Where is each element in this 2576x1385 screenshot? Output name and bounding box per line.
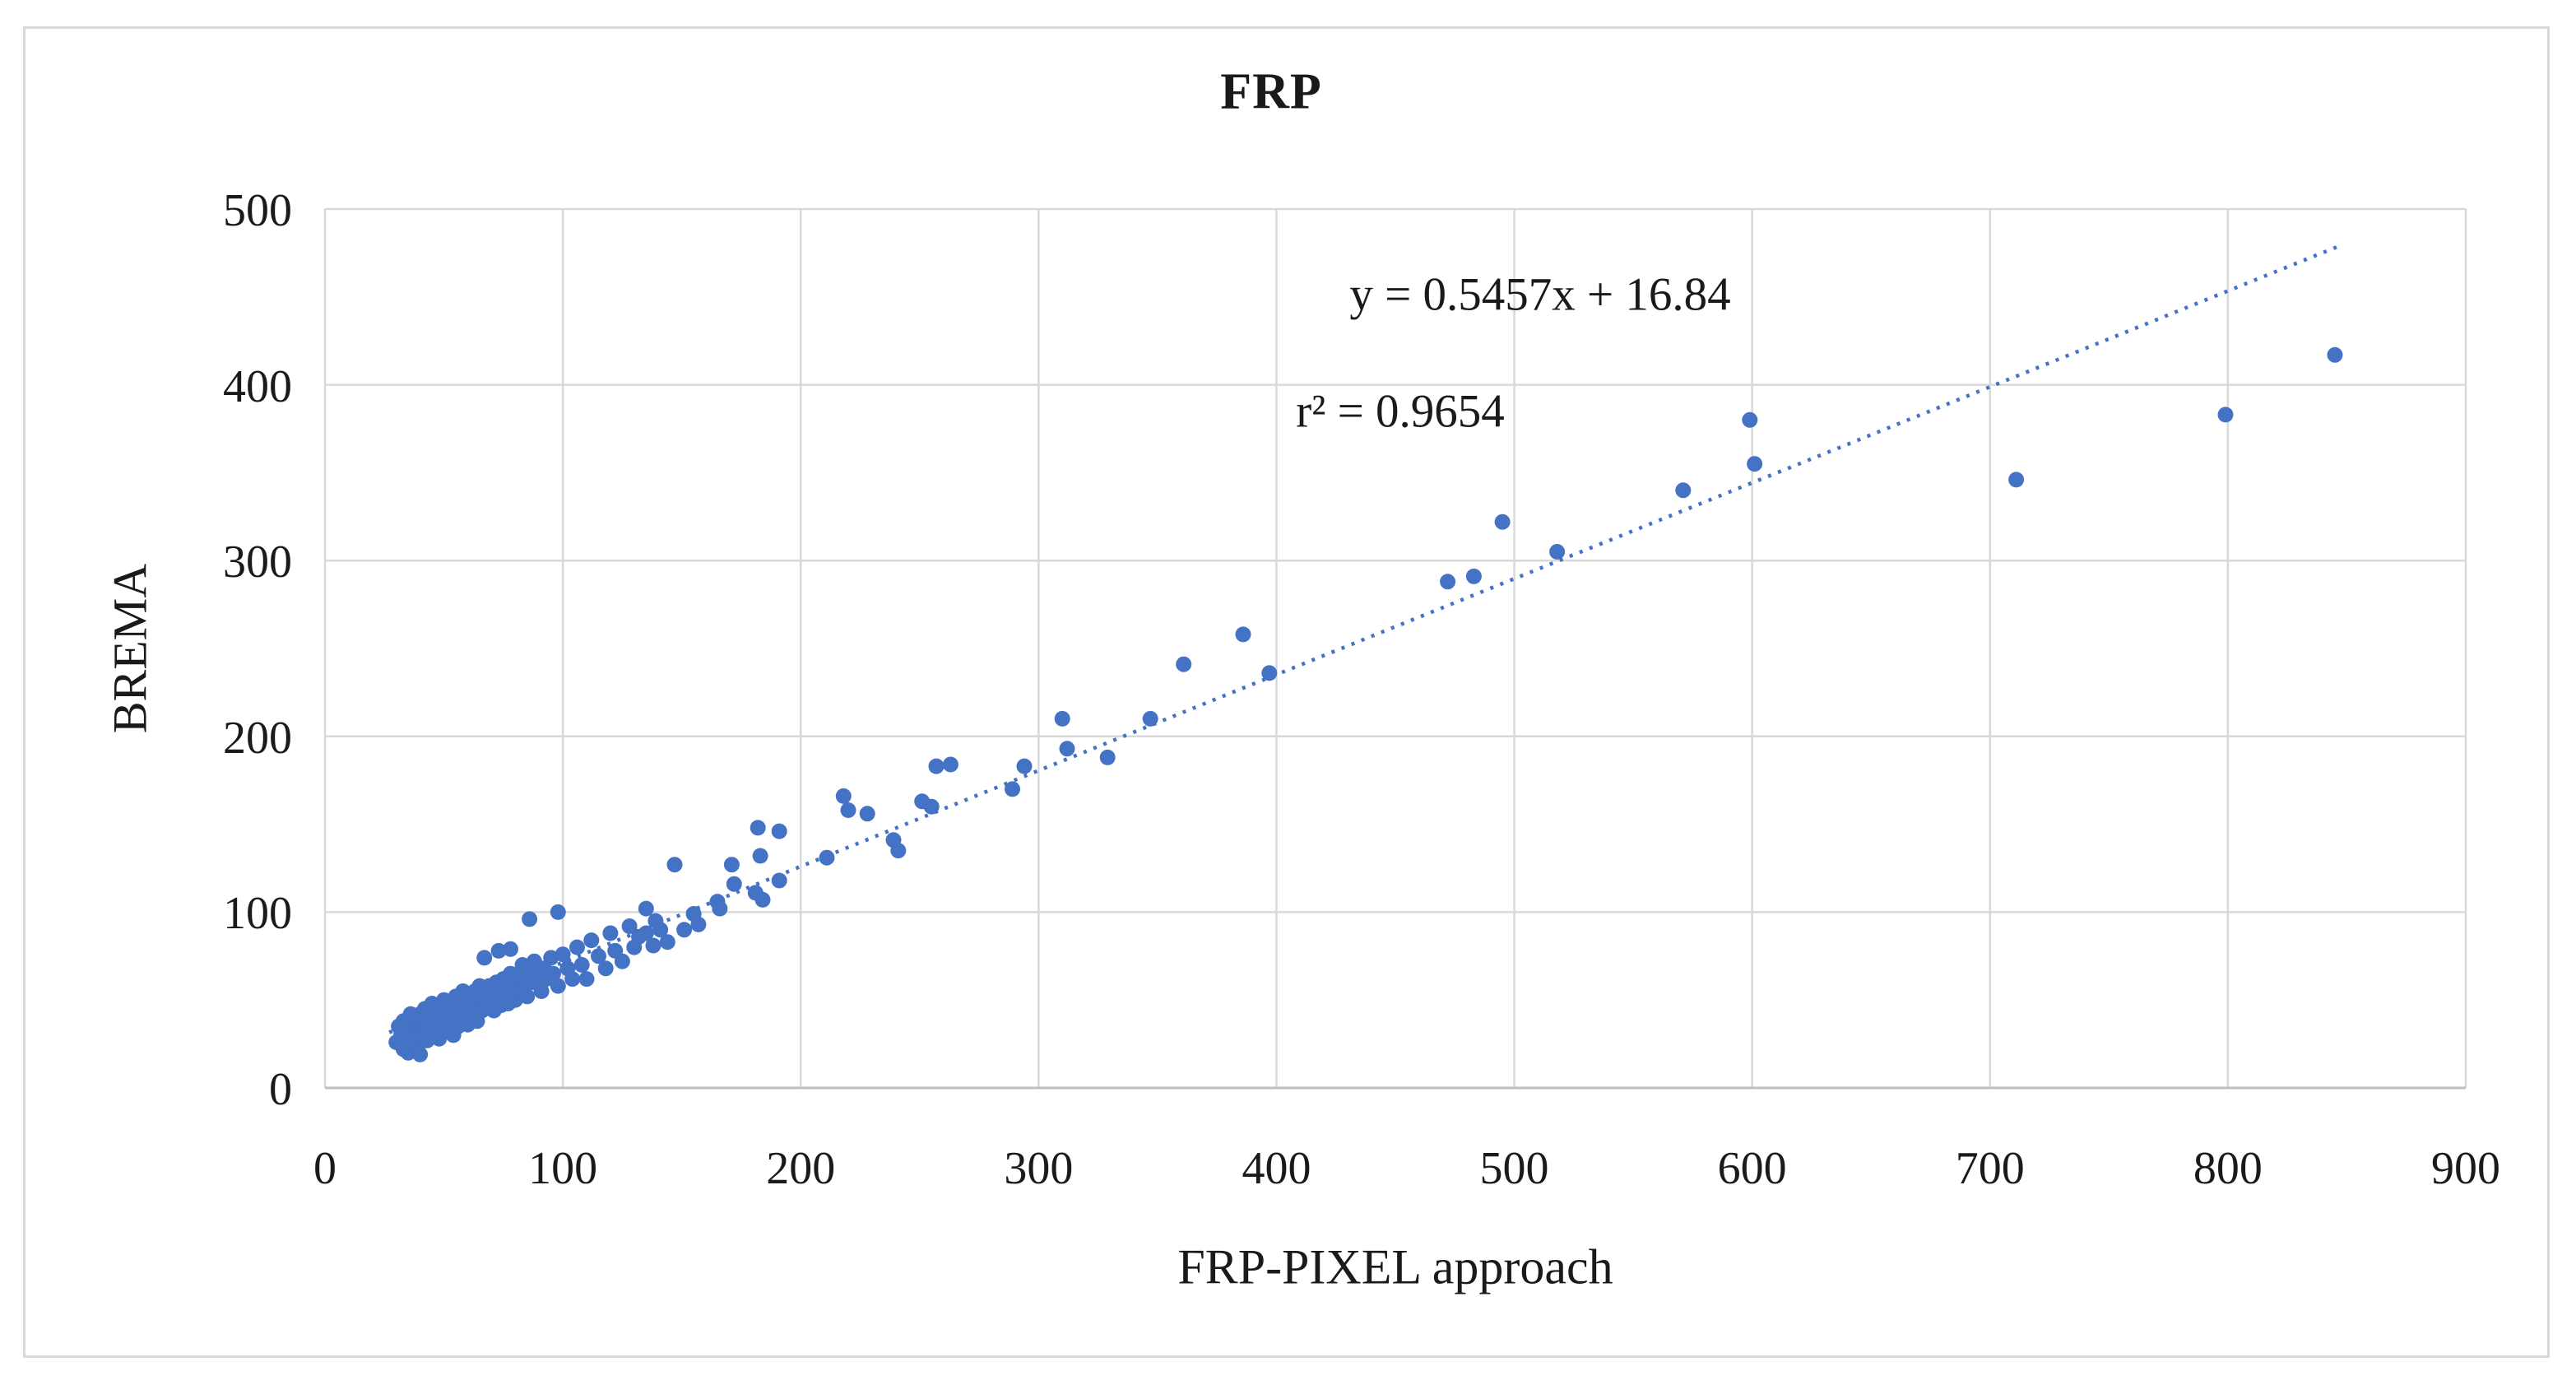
scatter-point	[840, 802, 856, 818]
chart-title: FRP	[1220, 63, 1322, 120]
scatter-point	[652, 922, 669, 938]
scatter-point	[859, 806, 875, 822]
scatter-point	[1005, 781, 1020, 797]
scatter-point	[690, 916, 707, 932]
scatter-point	[771, 823, 787, 839]
scatter-point	[1054, 710, 1070, 727]
scatter-point	[583, 932, 600, 949]
scatter-point	[621, 918, 638, 934]
scatter-point	[2217, 407, 2234, 423]
scatter-point	[819, 849, 835, 866]
y-tick-label: 400	[223, 360, 292, 412]
scatter-point	[638, 925, 654, 941]
scatter-point	[2327, 346, 2343, 363]
scatter-point	[564, 971, 581, 988]
scatter-point	[1059, 741, 1075, 757]
scatter-point	[928, 758, 945, 774]
scatter-point	[835, 788, 852, 804]
scatter-point	[923, 798, 940, 815]
scatter-point	[555, 946, 571, 963]
scatter-point	[545, 965, 561, 982]
scatter-point	[1261, 665, 1278, 681]
scatter-point	[1494, 514, 1511, 530]
scatter-point	[522, 911, 538, 927]
scatter-point	[1016, 758, 1033, 774]
scatter-point	[550, 904, 566, 920]
scatter-point	[2008, 472, 2025, 488]
scatter-point	[550, 978, 566, 994]
scatter-point	[712, 900, 728, 917]
scatter-point	[602, 925, 619, 941]
scatter-point	[578, 971, 595, 988]
scatter-point	[726, 876, 742, 892]
scatter-point	[942, 756, 958, 773]
scatter-point	[591, 948, 606, 964]
y-tick-label: 500	[223, 185, 292, 236]
x-tick-label: 400	[1242, 1143, 1311, 1194]
scatter-point	[754, 891, 771, 908]
scatter-point	[752, 848, 768, 864]
scatter-point	[1142, 710, 1158, 727]
x-tick-label: 100	[528, 1143, 598, 1194]
scatter-point	[676, 922, 693, 938]
scatter-point	[1440, 574, 1456, 590]
scatter-point	[597, 960, 614, 977]
scatter-point	[543, 950, 559, 966]
scatter-point	[666, 857, 683, 873]
scatter-point	[1747, 456, 1763, 472]
scatter-point	[614, 953, 630, 969]
scatter-point	[1742, 411, 1758, 428]
scatter-point	[1099, 749, 1116, 765]
r-squared-label: r² = 0.9654	[1296, 385, 1505, 438]
x-tick-label: 900	[2431, 1143, 2500, 1194]
y-tick-label: 300	[223, 537, 292, 588]
scatter-point	[638, 900, 654, 917]
x-tick-label: 0	[313, 1143, 337, 1194]
x-tick-label: 700	[1955, 1143, 2025, 1194]
scatter-point	[771, 872, 787, 889]
y-tick-label: 200	[223, 712, 292, 764]
scatter-point	[890, 843, 907, 859]
scatter-point	[533, 983, 550, 999]
scatter-point	[503, 941, 518, 957]
scatter-point	[1176, 656, 1192, 672]
y-axis-title: BREMA	[103, 563, 157, 734]
trendline	[388, 243, 2343, 1034]
y-tick-label: 100	[223, 888, 292, 940]
x-axis-title: FRP-PIXEL approach	[1177, 1239, 1613, 1294]
x-tick-label: 200	[766, 1143, 836, 1194]
scatter-point	[1465, 568, 1482, 584]
scatter-point	[569, 939, 585, 955]
scatter-point	[573, 957, 590, 973]
x-tick-label: 600	[1717, 1143, 1787, 1194]
x-tick-label: 300	[1004, 1143, 1074, 1194]
scatter-point	[659, 934, 675, 950]
scatter-point	[476, 950, 493, 966]
scatter-point	[723, 857, 740, 873]
x-tick-label: 500	[1479, 1143, 1549, 1194]
x-tick-label: 800	[2193, 1143, 2263, 1194]
scatter-point	[750, 820, 766, 836]
scatter-point	[1675, 482, 1692, 499]
scatter-point	[1235, 626, 1251, 643]
scatter-point	[412, 1046, 429, 1062]
scatter-point	[1549, 544, 1566, 560]
chart-outer-border	[23, 26, 2550, 1358]
trendline-equation-label: y = 0.5457x + 16.84	[1349, 268, 1731, 321]
scatter-point	[519, 988, 536, 1005]
y-tick-label: 0	[269, 1064, 292, 1115]
scatter-point	[490, 942, 507, 959]
scatter-point	[645, 937, 661, 954]
